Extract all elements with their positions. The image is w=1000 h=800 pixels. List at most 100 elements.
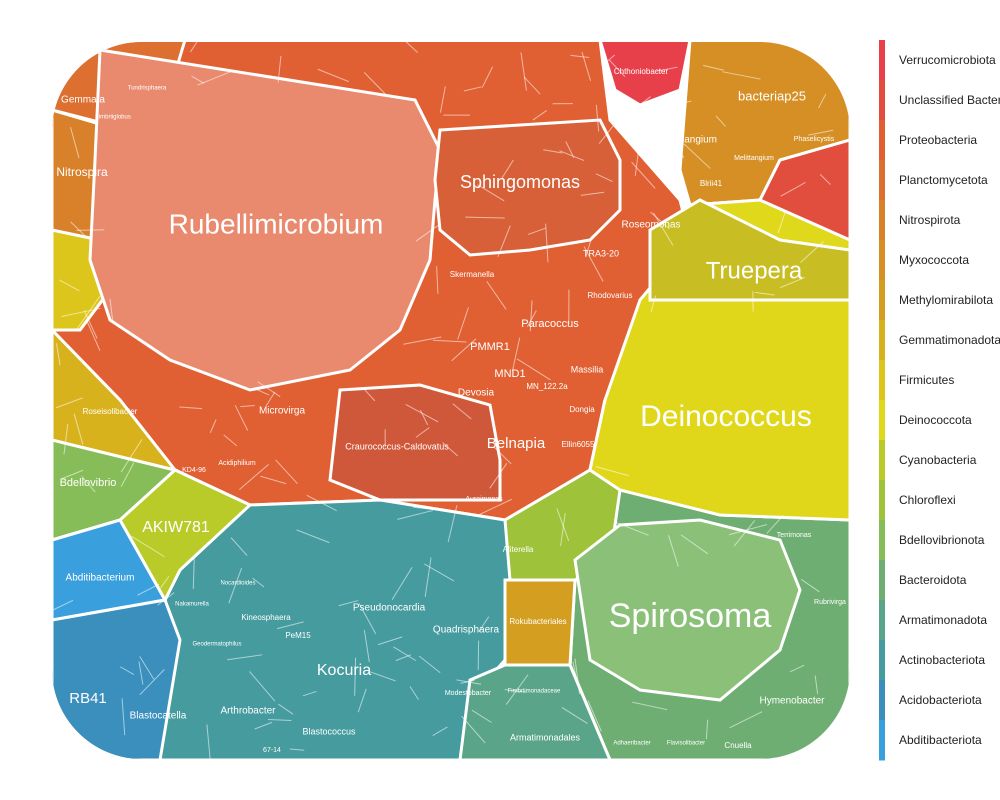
genus-label: PMMR1 (470, 341, 510, 353)
genus-cell-edge (70, 221, 88, 238)
genus-cell-edge (451, 338, 477, 362)
legend-label: Actinobacteriota (899, 653, 985, 667)
genus-cell-edge (516, 358, 551, 381)
genus-cell-edge (338, 600, 359, 607)
legend-label: Verrucomicrobiota (899, 53, 996, 67)
genus-cell-edge (532, 110, 548, 121)
genus-label: Haliangium (667, 135, 717, 146)
legend-swatch (879, 120, 885, 161)
genus-cell-edge (252, 577, 265, 588)
genus-label: Belnapia (487, 435, 546, 452)
genus-cell-edge (189, 42, 213, 53)
genus-cell-edge (81, 476, 96, 493)
genus-cell-edge (234, 405, 249, 431)
genus-cell-edge (230, 537, 248, 557)
genus-cell-edge (580, 191, 605, 196)
genus-cell-edge (73, 413, 84, 445)
genus-label: Paracoccus (521, 318, 579, 330)
genus-label: 67-14 (263, 747, 281, 754)
legend-swatch (879, 200, 885, 241)
genus-label: Skermanella (450, 270, 495, 279)
genus-cell-edge (683, 143, 711, 169)
genus-cell-edge (823, 53, 850, 72)
genus-cell-edge (657, 100, 692, 110)
genus-cell-edge (471, 709, 492, 723)
legend-swatch (879, 440, 885, 481)
genus-cell-edge (477, 498, 512, 516)
genus-label: MND1 (494, 368, 525, 380)
genus-cell-edge (363, 630, 370, 663)
genus-cell-edge (296, 529, 330, 544)
genus-label: RB41 (69, 690, 107, 707)
legend-swatch (879, 360, 885, 401)
legend-swatch (879, 680, 885, 721)
legend-swatch (879, 480, 885, 521)
phylum-region-gemmatimonadota (52, 326, 179, 473)
genus-cell-edge (556, 508, 570, 541)
genus-cell-edge (486, 280, 507, 310)
genus-label: Acidiphilium (218, 460, 256, 467)
genus-label: Modestobacter (445, 690, 492, 697)
genus-cell-edge (653, 212, 674, 246)
genus-cell-edge (650, 295, 657, 313)
genus-label: Cnuella (724, 741, 752, 750)
genus-cell-edge (223, 434, 238, 447)
genus-cell-edge (391, 566, 413, 600)
genus-cell-edge (439, 86, 446, 113)
legend-label: Methylomirabilota (899, 293, 993, 307)
genus-cell-edge (819, 174, 831, 185)
phylum-region-proteobacteria (433, 118, 622, 257)
genus-cell-edge (179, 406, 203, 410)
genus-cell-edge (227, 654, 263, 661)
genus-cell-edge (526, 310, 537, 328)
genus-label: Massilia (571, 364, 604, 374)
genus-cell-edge (397, 509, 434, 520)
genus-cell-edge (432, 339, 467, 343)
genus-cell-edge (61, 307, 101, 318)
genus-cell-edge (680, 534, 709, 555)
legend-label: Firmicutes (899, 373, 954, 387)
genus-cell-edge (120, 462, 135, 487)
genus-label: Nakamurella (175, 602, 209, 608)
genus-cell-edge (729, 711, 763, 729)
genus-label: Tundrisphaera (128, 86, 167, 92)
genus-cell-edge (120, 439, 143, 473)
phylum-region-acidobacteriota (52, 598, 182, 759)
phylum-region-unclassified-bacteria (757, 138, 850, 243)
genus-label: Roseisolibacter (83, 407, 138, 416)
genus-cell-edge (121, 698, 126, 736)
legend: Verrucomicrobiota Unclassified Bacteria Pr… (879, 40, 1000, 761)
genus-cell-edge (676, 145, 685, 158)
genus-label: Spirosoma (609, 597, 772, 635)
genus-cell-edge (520, 52, 527, 91)
genus-cell-edge (363, 71, 388, 97)
genus-label: Geodermatophilus (192, 642, 241, 648)
genus-label: Fimbriiglobus (95, 115, 131, 121)
genus-cell-edge (481, 66, 493, 88)
genus-cell-edge (432, 726, 448, 736)
genus-cell-edge (722, 71, 761, 80)
genus-cell-edge (369, 671, 396, 682)
legend-swatch (879, 560, 885, 601)
genus-label: Armatimonadales (510, 732, 581, 742)
genus-cell-edge (138, 661, 144, 685)
phylum-region-proteobacteria (328, 383, 502, 502)
genus-cell-edge (529, 300, 533, 332)
legend-label: Gemmatimonadota (899, 333, 1000, 347)
genus-cell-edge (160, 575, 170, 589)
genus-cell-edge (465, 216, 505, 219)
genus-cell-edge (800, 578, 820, 593)
genus-label: Blrii41 (700, 179, 723, 188)
genus-label: Roseomonas (622, 220, 681, 231)
genus-label: Nocardioides (220, 581, 255, 587)
legend-swatch (879, 80, 885, 121)
genus-cell-edge (656, 66, 678, 72)
genus-cell-edge (395, 654, 412, 662)
genus-label: Microvirga (259, 406, 306, 417)
legend-swatch (879, 280, 885, 321)
legend-swatch (879, 240, 885, 281)
genus-label: Craurococcus-Caldovatus (345, 441, 449, 451)
genus-label: Dongia (569, 405, 595, 414)
genus-label: Arthrobacter (220, 706, 276, 717)
genus-cell-edge (633, 96, 651, 110)
